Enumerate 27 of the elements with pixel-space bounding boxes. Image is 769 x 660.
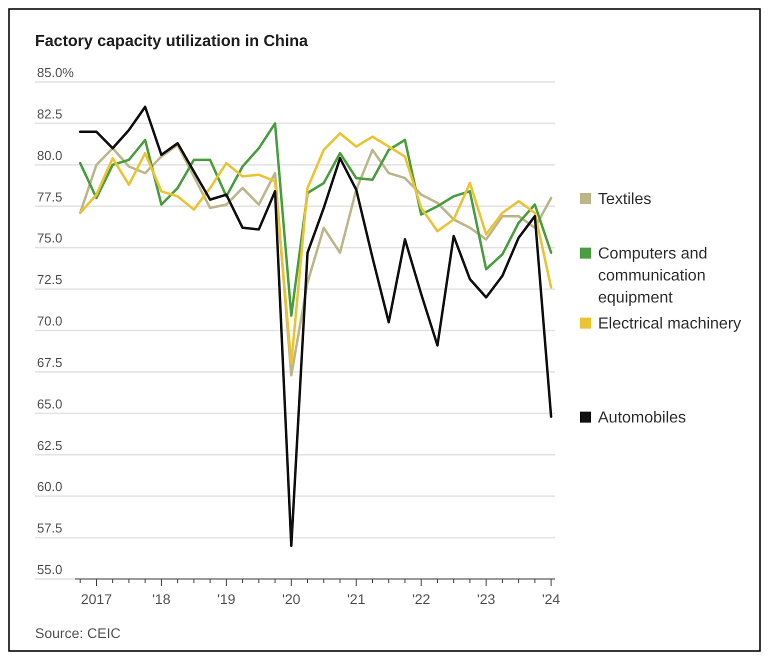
y-tick-label: 82.5 xyxy=(37,106,62,122)
x-tick-label: '22 xyxy=(412,591,431,607)
x-tick-label: '23 xyxy=(477,591,496,607)
legend-label: Electrical machinery xyxy=(598,316,742,333)
y-tick-label: 75.0 xyxy=(37,230,62,246)
x-tick-label: 2017 xyxy=(80,591,112,607)
legend-label: Computers and communication equipment xyxy=(598,246,708,307)
y-tick-label: 60.0 xyxy=(37,479,62,494)
x-tick-label: '18 xyxy=(152,591,171,607)
y-tick-label: 80.0 xyxy=(37,148,62,163)
x-tick-label: '20 xyxy=(282,591,301,607)
y-tick-label: 77.5 xyxy=(37,189,62,204)
source-note: Source: CEIC xyxy=(35,625,121,641)
y-tick-label: 72.5 xyxy=(37,272,62,288)
y-tick-label: 85.0% xyxy=(37,65,74,80)
y-tick-label: 65.0 xyxy=(37,396,62,412)
legend-label: Automobiles xyxy=(598,410,686,427)
x-tick-label: '21 xyxy=(347,591,366,607)
y-tick-label: 67.5 xyxy=(37,354,62,370)
chart-title: Factory capacity utilization in China xyxy=(35,33,308,50)
y-tick-label: 55.0 xyxy=(37,562,62,577)
x-tick-label: '19 xyxy=(217,591,236,607)
y-tick-label: 62.5 xyxy=(37,438,62,453)
y-tick-label: 57.5 xyxy=(37,520,62,536)
x-tick-label: '24 xyxy=(542,591,560,607)
y-tick-label: 70.0 xyxy=(37,314,62,328)
legend-label: Textiles xyxy=(598,190,652,208)
